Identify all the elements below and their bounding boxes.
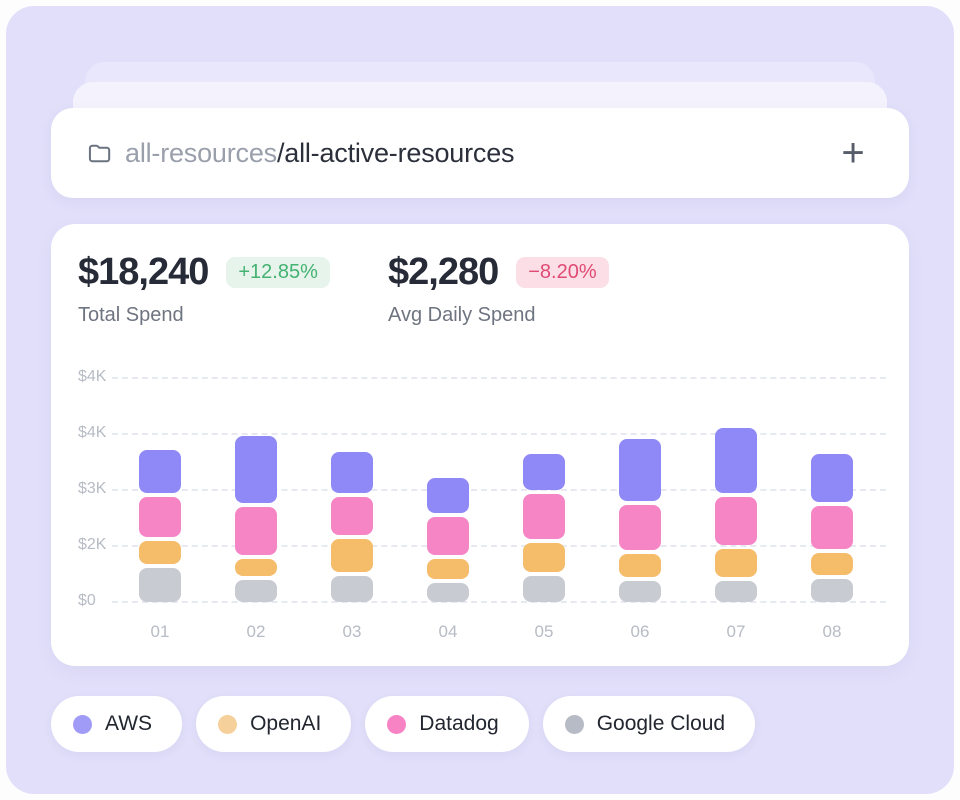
legend-pill-google-cloud[interactable]: Google Cloud: [542, 696, 756, 752]
add-button[interactable]: +: [831, 131, 875, 175]
stat-value: $18,240: [78, 251, 209, 293]
bar-segment-openai[interactable]: [427, 559, 469, 580]
bar-segment-google-cloud[interactable]: [619, 581, 661, 602]
bar-segment-aws[interactable]: [139, 450, 181, 493]
bar-segment-datadog[interactable]: [235, 507, 277, 556]
bar-segment-google-cloud[interactable]: [427, 583, 469, 602]
bar-segment-aws[interactable]: [811, 454, 853, 502]
y-axis-tick: $4K: [78, 368, 107, 385]
x-axis-label: 04: [438, 622, 458, 641]
gridline: [112, 377, 886, 379]
bar-segment-datadog[interactable]: [427, 516, 469, 556]
spend-chart-card: [51, 224, 909, 666]
legend-label: OpenAI: [250, 712, 322, 735]
bar-segment-datadog[interactable]: [619, 504, 661, 550]
y-axis-tick: $0: [78, 592, 96, 609]
legend-dot: [564, 714, 584, 734]
bar-segment-google-cloud[interactable]: [811, 579, 853, 602]
bar-segment-datadog[interactable]: [523, 494, 565, 539]
bar-segment-datadog[interactable]: [811, 505, 853, 550]
bar-segment-datadog[interactable]: [331, 497, 373, 535]
breadcrumb-current[interactable]: /all-active-resources: [276, 137, 515, 168]
bar-segment-google-cloud[interactable]: [523, 576, 565, 602]
breadcrumb-bar: all-resources/all-active-resources +: [51, 108, 909, 198]
legend-label: Datadog: [419, 712, 499, 735]
y-axis-tick: $3K: [78, 480, 107, 497]
legend-label: AWS: [105, 712, 153, 735]
legend-pill-openai[interactable]: OpenAI: [196, 696, 352, 752]
stat-value: $2,280: [388, 251, 499, 293]
x-axis-label: 01: [150, 622, 170, 641]
x-axis-label: 08: [822, 622, 842, 641]
legend-dot: [387, 714, 407, 734]
bar-07: [715, 428, 757, 602]
bar-segment-aws[interactable]: [619, 439, 661, 501]
legend-label: Google Cloud: [596, 712, 726, 735]
legend: AWS OpenAI Datadog Google Cloud: [51, 696, 756, 752]
bar-segment-openai[interactable]: [811, 553, 853, 576]
bar-03: [331, 451, 373, 602]
x-axis-label: 03: [342, 622, 362, 641]
bar-segment-openai[interactable]: [331, 538, 373, 573]
gridline: [112, 433, 886, 435]
bar-segment-openai[interactable]: [235, 559, 277, 577]
bar-segment-aws[interactable]: [331, 451, 373, 494]
bar-05: [523, 453, 565, 602]
stat-avg-daily-spend: $2,280 −8.20% Avg Daily Spend: [388, 251, 609, 327]
x-axis-label: 06: [630, 622, 650, 641]
legend-dot: [218, 714, 238, 734]
gridline: [112, 545, 886, 547]
x-axis-label: 07: [726, 622, 746, 641]
y-axis-tick: $2K: [78, 536, 107, 553]
bar-segment-openai[interactable]: [139, 540, 181, 565]
legend-pill-datadog[interactable]: Datadog: [365, 696, 529, 752]
bar-04: [427, 478, 469, 602]
gridline: [112, 489, 886, 491]
stat-delta-badge: +12.85%: [226, 257, 330, 288]
stat-label: Total Spend: [78, 304, 184, 326]
bar-segment-google-cloud[interactable]: [331, 576, 373, 602]
x-axis-label: 02: [246, 622, 266, 641]
bar-segment-google-cloud[interactable]: [235, 580, 277, 602]
bar-segment-aws[interactable]: [715, 428, 757, 493]
bar-01: [139, 450, 181, 602]
bar-06: [619, 439, 661, 602]
bar-segment-openai[interactable]: [619, 553, 661, 578]
bar-segment-aws[interactable]: [235, 435, 277, 504]
x-axis-label: 05: [534, 622, 554, 641]
bar-segment-aws[interactable]: [427, 478, 469, 513]
bar-02: [235, 435, 277, 602]
breadcrumb: all-resources/all-active-resources: [125, 137, 515, 169]
y-axis-tick: $4K: [78, 424, 107, 441]
stat-label: Avg Daily Spend: [388, 304, 536, 326]
stat-total-spend: $18,240 +12.85% Total Spend: [78, 251, 330, 327]
bar-segment-datadog[interactable]: [715, 496, 757, 545]
bar-segment-openai[interactable]: [523, 542, 565, 573]
bar-segment-google-cloud[interactable]: [139, 568, 181, 602]
plus-icon: +: [841, 131, 865, 175]
bar-08: [811, 454, 853, 602]
folder-icon: [85, 139, 113, 167]
gridline: [112, 601, 886, 603]
bar-segment-datadog[interactable]: [139, 496, 181, 537]
stat-delta-badge: −8.20%: [516, 257, 609, 288]
breadcrumb-parent[interactable]: all-resources: [125, 137, 277, 168]
bar-segment-aws[interactable]: [523, 453, 565, 491]
bar-segment-openai[interactable]: [715, 548, 757, 578]
legend-dot: [73, 714, 92, 734]
legend-pill-aws[interactable]: AWS: [51, 696, 183, 752]
bar-segment-google-cloud[interactable]: [715, 581, 757, 602]
